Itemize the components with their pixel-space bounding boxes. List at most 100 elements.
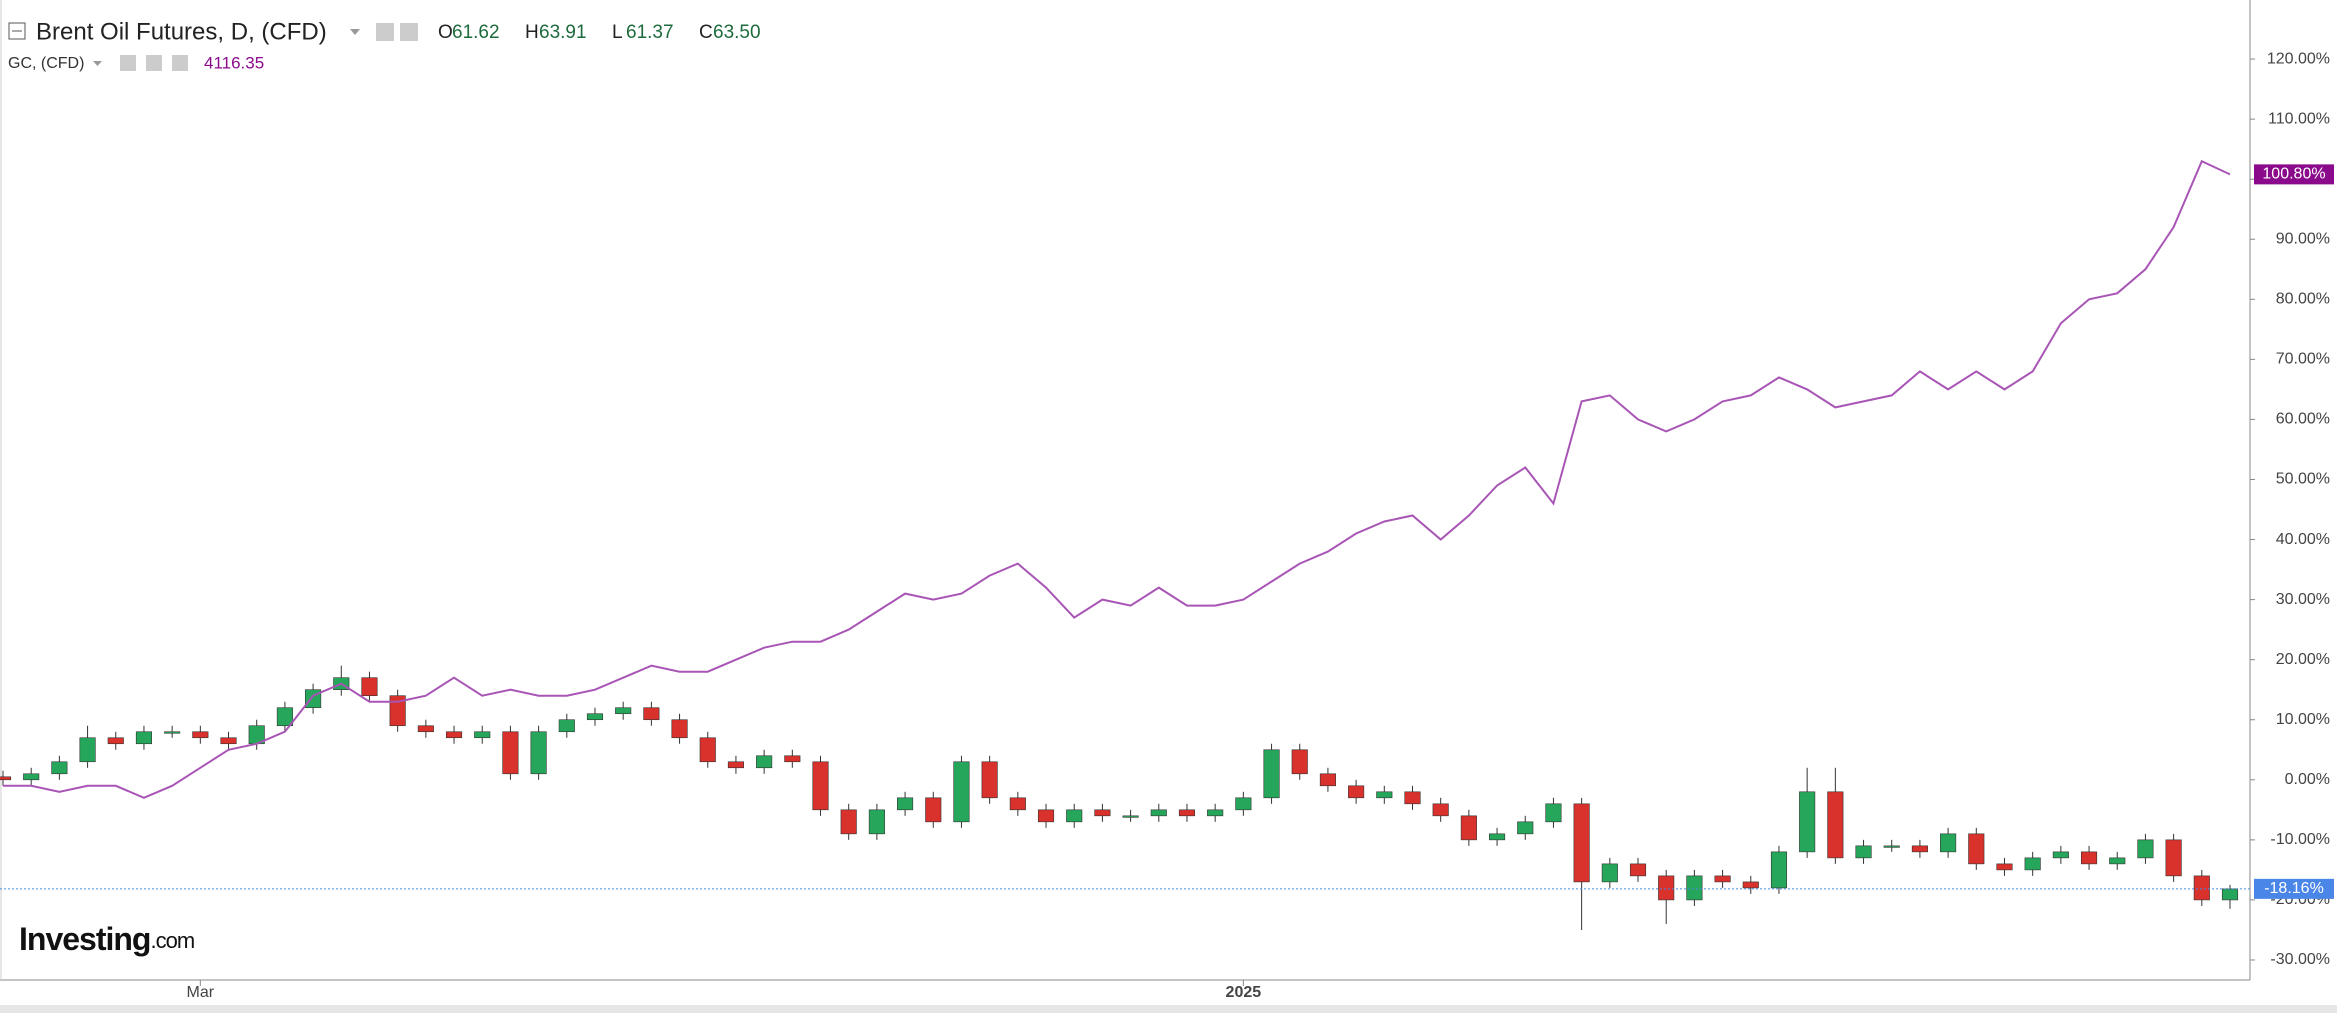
candle-body (925, 797, 942, 823)
candle-body (1658, 875, 1675, 901)
candle-body (2193, 875, 2210, 901)
ohlc-label: H (525, 22, 539, 43)
candle-body (2024, 857, 2041, 871)
candle-body (51, 761, 68, 775)
y-tick-label: 10.00% (2276, 711, 2330, 728)
candle-body (699, 737, 716, 763)
candle-body (812, 761, 829, 811)
candle-body (1348, 785, 1365, 799)
ohlc-values: O 61.62 H 63.91 L 61.37 C 63.50 (438, 22, 761, 43)
candle-body (1207, 809, 1224, 817)
compare-symbol: GC, (CFD) (8, 55, 84, 72)
y-tick-label: 90.00% (2276, 230, 2330, 247)
candle-body (1009, 797, 1026, 811)
candle-body (1799, 791, 1816, 853)
candle-body (79, 737, 96, 763)
y-tick-label: -30.00% (2270, 951, 2330, 968)
y-tick-label: 50.00% (2276, 471, 2330, 488)
ohlc-label: O (438, 22, 453, 43)
last-price-tag-bg (2254, 878, 2334, 899)
eye-icon[interactable] (376, 23, 394, 41)
candle-body (615, 707, 632, 715)
candle-body (1291, 749, 1308, 775)
gold-line (3, 159, 2231, 799)
y-tick-label: 70.00% (2276, 351, 2330, 368)
candle-body (474, 731, 491, 739)
settings-icon[interactable] (146, 55, 162, 71)
candle-body (1601, 863, 1618, 883)
candle-body (1404, 791, 1421, 805)
candle-body (1066, 809, 1083, 823)
candle-body (107, 737, 124, 745)
candle-body (671, 719, 688, 739)
candle-body (389, 695, 406, 727)
candle-body (1827, 791, 1844, 859)
candle-body (586, 713, 604, 721)
candle-body (1770, 851, 1788, 889)
candle-body (1037, 809, 1055, 823)
candle-body (756, 755, 773, 769)
dropdown-arrow[interactable] (93, 61, 102, 66)
dropdown-arrow[interactable] (350, 29, 360, 35)
candle-body (192, 731, 209, 739)
candle-body (784, 755, 801, 763)
y-tick-label: 0.00% (2285, 771, 2330, 788)
candle-body (1432, 803, 1449, 817)
y-tick-label: 30.00% (2276, 591, 2330, 608)
candle-body (1686, 875, 1703, 901)
last-value-tag: 100.80% (2262, 166, 2325, 183)
candle-body (868, 809, 885, 835)
candle-body (361, 677, 378, 697)
candle-body (558, 719, 575, 733)
candle-body (2137, 839, 2154, 859)
candle-body (2221, 888, 2239, 901)
watermark-brand: Investing (19, 921, 150, 957)
candle-body (1489, 833, 1506, 841)
candle-body (1742, 881, 1759, 889)
candle-body (220, 737, 237, 745)
candle-body (1996, 863, 2013, 871)
candle-body (1517, 821, 1534, 835)
x-tick-label: 2025 (1226, 984, 1262, 1001)
watermark: Investing.com (19, 921, 194, 957)
eye-icon[interactable] (120, 55, 136, 71)
candle-body (643, 707, 660, 721)
candle-body (530, 731, 547, 775)
candle-body (502, 731, 519, 775)
candle-body (1178, 809, 1196, 817)
candle-body (23, 773, 40, 781)
y-tick-label: 120.00% (2267, 50, 2330, 67)
y-tick-label: 80.00% (2276, 291, 2330, 308)
candle-body (1263, 749, 1280, 799)
last-value-tag-bg (2254, 164, 2334, 185)
y-tick-label: 110.00% (2268, 110, 2330, 127)
plot-area (0, 159, 2250, 930)
candle-body (1855, 845, 1872, 859)
last-price-tag: -18.16% (2264, 880, 2324, 897)
ohlc-value: 63.91 (539, 22, 587, 43)
symbol-title: Brent Oil Futures, D, (CFD) (36, 18, 327, 45)
y-tick-label: 60.00% (2276, 411, 2330, 428)
candle-body (2052, 851, 2069, 859)
candle-body (1460, 815, 1477, 841)
candle-body (1968, 833, 1985, 865)
candle-body (276, 707, 293, 727)
candle-body (1150, 809, 1167, 817)
ohlc-value: 61.37 (626, 22, 674, 43)
candle-body (1883, 845, 1900, 848)
candle-body (0, 776, 12, 781)
candle-body (1940, 833, 1957, 853)
remove-icon[interactable] (172, 55, 188, 71)
candle-body (1911, 845, 1928, 853)
ohlc-value: 61.62 (452, 22, 500, 43)
ohlc-label: L (612, 22, 623, 43)
candle-body (1714, 875, 1731, 883)
candle-body (1629, 863, 1647, 877)
x-tick-label: Mar (187, 984, 215, 1001)
settings-icon[interactable] (400, 23, 418, 41)
candle-body (727, 761, 744, 769)
collapse-icon[interactable] (8, 22, 26, 40)
candle-body (897, 797, 914, 811)
